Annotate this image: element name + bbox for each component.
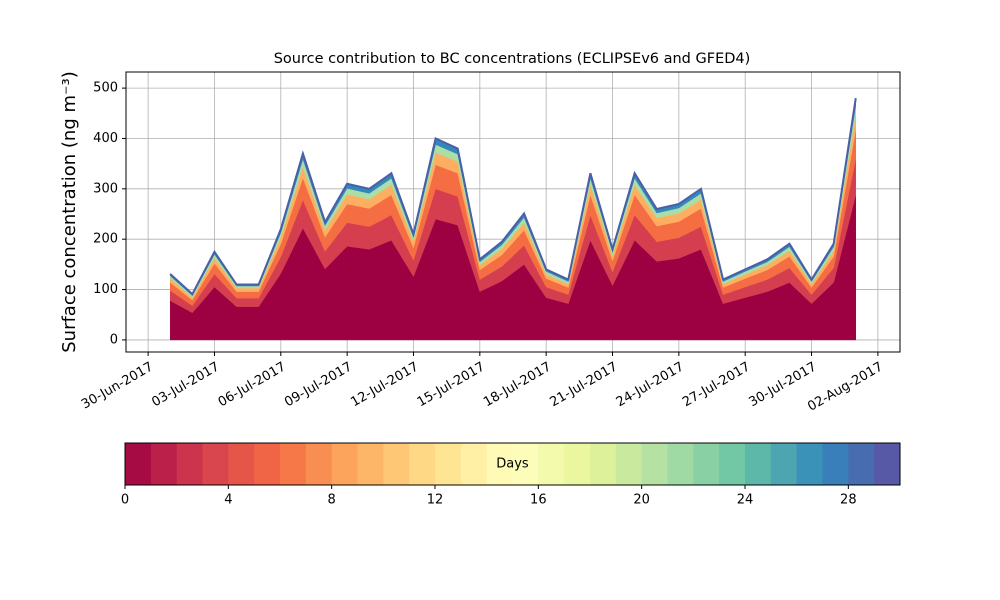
colorbar-bin: [719, 443, 746, 485]
colorbar-bin: [254, 443, 281, 485]
x-tick-label: 18-Jul-2017: [481, 360, 554, 411]
x-tick-label: 03-Jul-2017: [149, 360, 222, 411]
y-tick-label: 500: [93, 81, 118, 96]
y-tick-label: 0: [110, 332, 118, 347]
colorbar-bin: [538, 443, 565, 485]
colorbar-bin: [512, 443, 539, 485]
colorbar-tick-label: 28: [840, 493, 857, 508]
colorbar-bin: [409, 443, 436, 485]
colorbar-bin: [693, 443, 720, 485]
colorbar-tick-label: 8: [328, 493, 336, 508]
x-tick-label: 24-Jul-2017: [614, 360, 687, 411]
total-line: [169, 98, 857, 296]
colorbar-bin: [667, 443, 694, 485]
colorbar-tick-label: 0: [121, 493, 129, 508]
colorbar-bin: [331, 443, 358, 485]
colorbar-label: Days: [496, 457, 529, 472]
x-tick-label: 30-Jun-2017: [79, 360, 156, 413]
colorbar-tick-label: 24: [737, 493, 754, 508]
colorbar-bin: [280, 443, 307, 485]
colorbar-frame: [124, 442, 901, 486]
x-tick-label: 27-Jul-2017: [680, 360, 753, 411]
colorbar-bin: [125, 443, 152, 485]
x-tick-label: 09-Jul-2017: [282, 360, 355, 411]
plot-frame: [125, 71, 901, 353]
colorbar-tick-label: 4: [224, 493, 232, 508]
y-tick-label: 100: [93, 282, 118, 297]
colorbar-bin: [202, 443, 229, 485]
colorbar-tick-label: 12: [427, 493, 444, 508]
colorbar-bin: [564, 443, 591, 485]
colorbar-bin: [460, 443, 488, 485]
y-tick-label: 400: [93, 131, 118, 146]
y-tick-label: 300: [93, 181, 118, 196]
colorbar-bin: [641, 443, 668, 485]
colorbar-bin: [796, 443, 823, 485]
x-tick-label: 06-Jul-2017: [216, 360, 289, 411]
colorbar-bin: [150, 443, 178, 485]
colorbar-bin: [848, 443, 875, 485]
colorbar-bin: [770, 443, 798, 485]
colorbar-bin: [745, 443, 772, 485]
colorbar-tick-label: 20: [633, 493, 650, 508]
colorbar-bin: [615, 443, 643, 485]
colorbar-bin: [383, 443, 410, 485]
colorbar-bin: [590, 443, 617, 485]
colorbar-tick-label: 16: [530, 493, 547, 508]
colorbar-bin: [305, 443, 333, 485]
x-tick-label: 02-Aug-2017: [805, 360, 885, 415]
x-tick-label: 12-Jul-2017: [348, 360, 421, 411]
x-tick-label: 21-Jul-2017: [547, 360, 620, 411]
colorbar-bin: [874, 443, 901, 485]
chart-title: Source contribution to BC concentrations…: [274, 51, 751, 67]
colorbar-bin: [357, 443, 384, 485]
y-tick-label: 200: [93, 232, 118, 247]
x-tick-label: 15-Jul-2017: [415, 360, 488, 411]
colorbar-bin: [822, 443, 849, 485]
y-axis-label: Surface concentration (ng m⁻³): [59, 71, 80, 353]
colorbar-bin: [228, 443, 255, 485]
colorbar-bin: [435, 443, 462, 485]
colorbar-bin: [176, 443, 203, 485]
colorbar-bin: [486, 443, 513, 485]
